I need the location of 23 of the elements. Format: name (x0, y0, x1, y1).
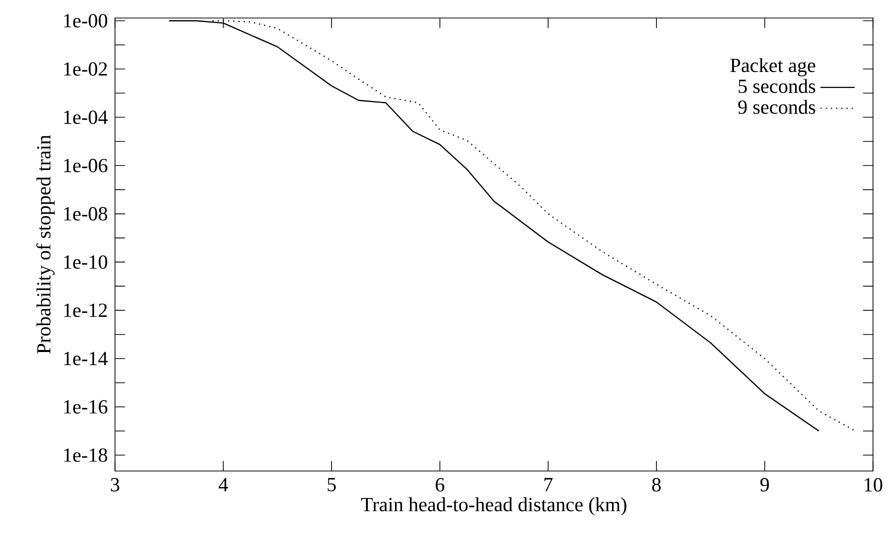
x-tick-label: 3 (110, 478, 120, 492)
y-tick-label: 1e-04 (64, 110, 108, 124)
legend-title: Packet age (730, 58, 816, 76)
legend-label: 5 seconds (738, 78, 816, 94)
y-tick-label: 1e-18 (64, 448, 108, 462)
x-tick-label: 5 (328, 478, 336, 492)
y-tick-label: 1e-02 (64, 62, 107, 76)
y-tick-label: 1e-08 (64, 207, 108, 221)
x-tick-label: 7 (544, 478, 553, 492)
x-tick-label: 6 (436, 478, 444, 492)
y-tick-label: 1e-12 (64, 304, 107, 318)
y-tick-label: 1e-14 (64, 352, 108, 366)
x-tick-label: 4 (218, 478, 228, 492)
legend-label: 9 seconds (738, 100, 816, 114)
y-tick-label: 1e-00 (64, 14, 108, 28)
y-tick-label: 1e-16 (64, 400, 108, 414)
x-axis-title: Train head-to-head distance (km) (361, 497, 626, 516)
x-tick-label: 9 (760, 478, 769, 492)
x-tick-label: 10 (864, 478, 882, 492)
x-tick-label: 8 (652, 478, 661, 492)
y-axis-title: Probability of stopped train (36, 135, 55, 354)
y-tick-label: 1e-06 (64, 158, 108, 172)
y-tick-label: 1e-10 (64, 255, 108, 269)
